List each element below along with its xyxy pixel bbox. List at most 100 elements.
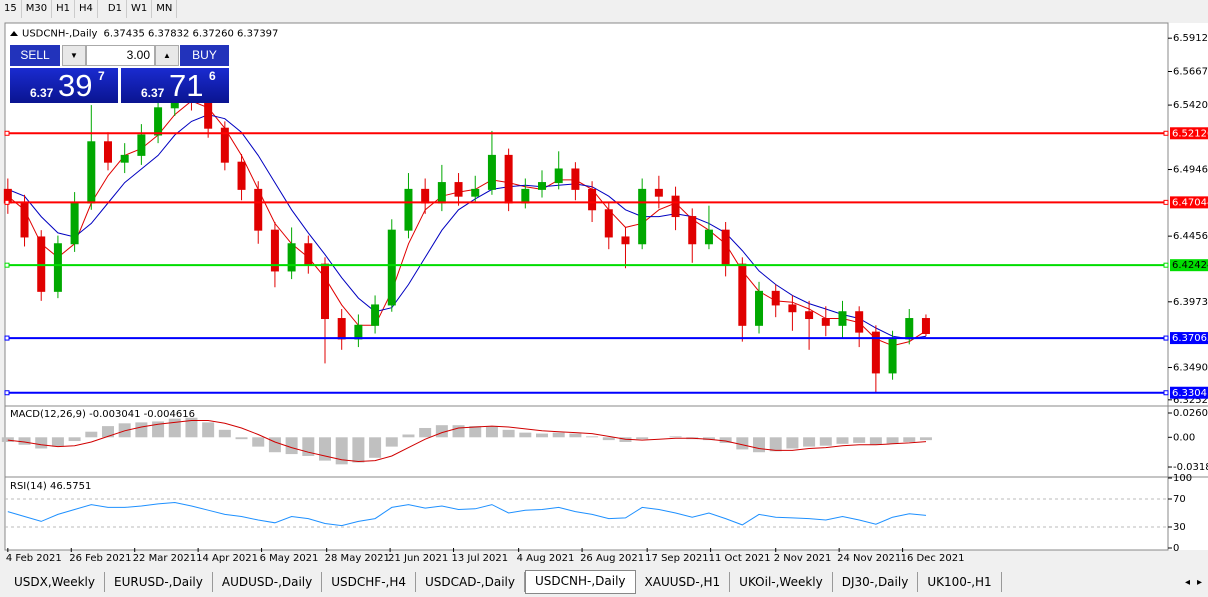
candle-body — [688, 216, 697, 245]
macd-bar — [452, 425, 465, 438]
bid-pip: 7 — [98, 69, 105, 83]
tab-scroll: ◂ — [1185, 577, 1190, 588]
timeframe-button[interactable]: H4 — [75, 0, 98, 18]
candle-body — [321, 263, 330, 320]
candle-body — [921, 318, 930, 334]
line — [7, 420, 927, 463]
macd-bar — [235, 437, 248, 440]
candle-body — [771, 290, 780, 306]
chart-tab[interactable]: USDCAD-,Daily — [416, 572, 525, 592]
macd-bar — [753, 437, 766, 453]
macd-bar — [552, 432, 565, 438]
timeframe-button[interactable]: H1 — [52, 0, 75, 18]
candle-body — [220, 127, 229, 163]
timeframe-button[interactable]: M30 — [22, 0, 53, 18]
chart-tab[interactable]: UK100-,H1 — [918, 572, 1002, 592]
x-tick-label: 6 May 2021 — [260, 553, 319, 564]
macd-bar — [786, 437, 799, 449]
level-tag — [1170, 196, 1208, 209]
level-handle — [1163, 390, 1169, 396]
x-tick-label: 11 Oct 2021 — [709, 553, 771, 564]
chart-tab[interactable]: AUDUSD-,Daily — [213, 572, 323, 592]
candle-body — [671, 195, 680, 218]
buy-button[interactable]: BUY — [180, 45, 229, 66]
macd-bar — [101, 426, 114, 438]
timeframe-button[interactable]: D1 — [104, 0, 127, 18]
ask-box[interactable]: 6.37 71 6 — [121, 68, 229, 103]
level-handle — [4, 390, 10, 396]
collapse-icon[interactable] — [10, 31, 18, 36]
y-tick-label: 0.00 — [1173, 432, 1195, 443]
sell-button[interactable]: SELL — [10, 45, 60, 66]
x-tick-label: 26 Aug 2021 — [580, 553, 644, 564]
macd-bar — [569, 433, 582, 438]
macd-bar — [1, 437, 14, 442]
macd-bar — [18, 437, 31, 445]
chart-tab[interactable]: EURUSD-,Daily — [105, 572, 213, 592]
candle-body — [838, 311, 847, 326]
symbol: USDCNH-,Daily — [22, 29, 98, 40]
candle-body — [37, 236, 46, 292]
candle-body — [337, 318, 346, 340]
candle-body — [387, 229, 396, 306]
macd-bar — [268, 437, 281, 453]
macd-bar — [35, 437, 48, 449]
chart-tab[interactable]: DJ30-,Daily — [833, 572, 919, 592]
macd-bar — [135, 422, 148, 438]
chart-tab[interactable]: UKOil-,Weekly — [730, 572, 833, 592]
level-label: 6.37063 — [1172, 333, 1208, 344]
candle-body — [888, 338, 897, 374]
macd-bar — [385, 437, 398, 447]
timeframe-button[interactable]: MN — [152, 0, 178, 18]
chart-tab[interactable]: USDX,Weekly — [5, 572, 105, 592]
macd-bar — [469, 426, 482, 438]
tab-scroll: ▸ — [1197, 577, 1202, 588]
y-tick-label: 100 — [1173, 473, 1192, 484]
x-tick-label: 4 Aug 2021 — [517, 553, 575, 564]
chart-tab[interactable]: XAUUSD-,H1 — [636, 572, 731, 592]
y-tick-label: 0.02607 — [1173, 408, 1208, 419]
y-tick-label: 6.59120 — [1173, 33, 1208, 44]
macd-bar — [803, 437, 816, 447]
y-tick-label: 30 — [1173, 522, 1186, 533]
macd-bar — [886, 437, 899, 444]
candle-body — [504, 154, 513, 204]
candle-body — [821, 318, 830, 326]
level-label: 6.33041 — [1172, 388, 1208, 399]
candle-body — [154, 107, 163, 136]
chart-tab[interactable]: USDCHF-,H4 — [322, 572, 416, 592]
macd-bar — [669, 436, 682, 438]
line — [7, 501, 927, 527]
candle-body — [70, 202, 79, 245]
macd-bar — [218, 429, 231, 438]
macd-bar — [719, 437, 732, 443]
quote: 6.37435 6.37832 6.37260 6.37397 — [103, 29, 278, 40]
x-tick-label: 24 Nov 2021 — [837, 553, 901, 564]
candle-body — [805, 311, 814, 320]
chart-area — [4, 22, 1169, 551]
candle-body — [20, 202, 29, 238]
chart-tab[interactable]: USDCNH-,Daily — [524, 570, 636, 594]
level-handle — [1163, 262, 1169, 268]
candle-body — [621, 236, 630, 245]
candle-body — [87, 141, 96, 204]
macd-bar — [202, 422, 215, 438]
candle-body — [755, 290, 764, 326]
timeframe-button[interactable]: 15 — [0, 0, 22, 18]
timeframe-button[interactable]: W1 — [127, 0, 153, 18]
candle-body — [103, 141, 112, 163]
lot-input[interactable]: 3.00 — [86, 45, 155, 66]
bid-box[interactable]: 6.37 39 7 — [10, 68, 118, 103]
one-click-trading: SELL ▼ 3.00 ▲ BUY 6.37 39 7 6.37 71 6 — [10, 45, 229, 103]
level-tag — [1170, 386, 1208, 399]
candle-body — [237, 161, 246, 190]
candle-body — [354, 324, 363, 340]
candle-body — [471, 188, 480, 197]
x-tick-label: 22 Mar 2021 — [133, 553, 196, 564]
ask-main: 71 — [169, 68, 204, 103]
level-tag — [1170, 332, 1208, 345]
lot-increase[interactable]: ▲ — [155, 45, 179, 66]
lot-decrease[interactable]: ▼ — [62, 45, 86, 66]
candle-body — [437, 182, 446, 204]
